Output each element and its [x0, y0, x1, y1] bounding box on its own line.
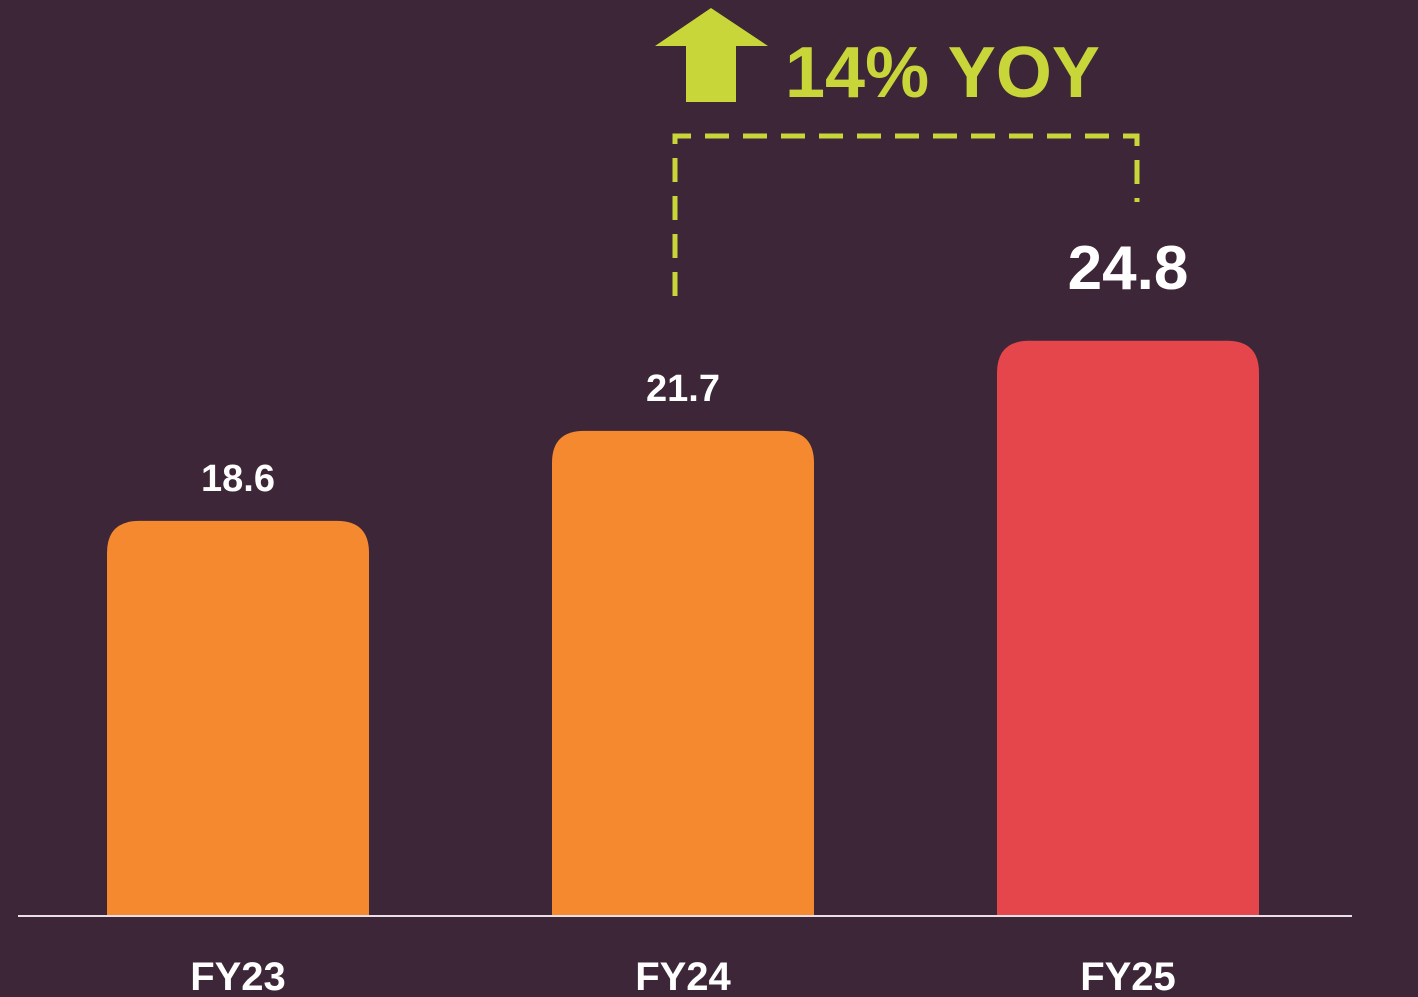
annotation: 14% YOY — [785, 33, 1100, 113]
bar — [997, 340, 1259, 916]
value-label: 21.7 — [646, 368, 720, 410]
x-tick-label: FY25 — [1080, 955, 1176, 997]
value-label: 18.6 — [201, 458, 275, 500]
up-arrow — [655, 8, 768, 102]
x-tick-label: FY23 — [190, 955, 286, 997]
bar — [107, 520, 369, 916]
growth-bracket — [672, 133, 1140, 296]
x-tick-label: FY24 — [635, 955, 731, 997]
value-label: 24.8 — [1068, 234, 1189, 303]
bar — [552, 430, 814, 916]
